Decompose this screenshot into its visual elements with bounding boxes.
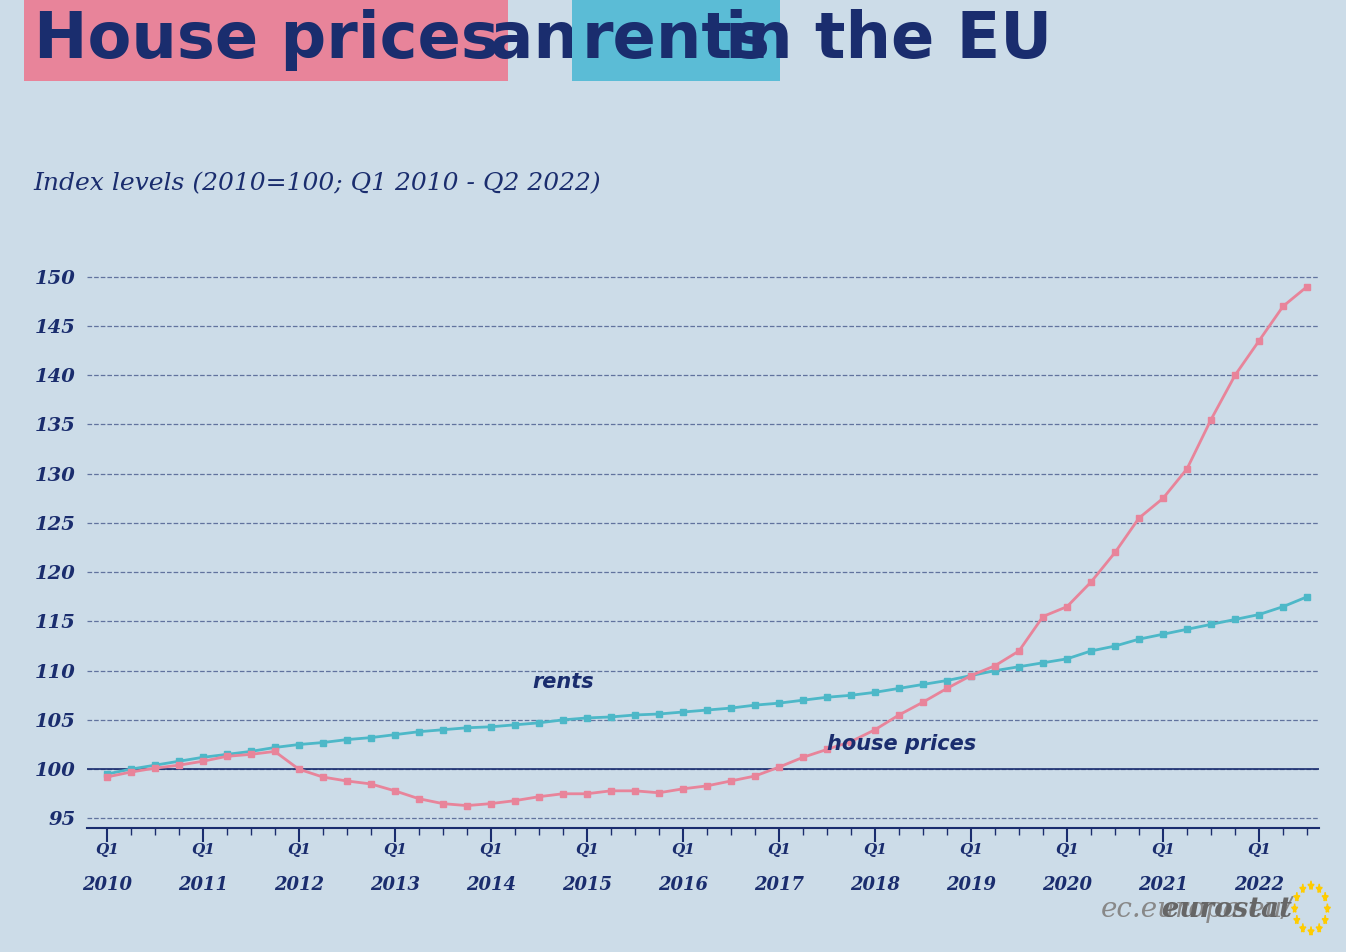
Text: ec.europa.eu/: ec.europa.eu/ xyxy=(1101,896,1292,922)
Polygon shape xyxy=(1294,915,1300,923)
Text: Index levels (2010=100; Q1 2010 - Q2 2022): Index levels (2010=100; Q1 2010 - Q2 202… xyxy=(34,171,602,195)
Polygon shape xyxy=(1294,892,1300,901)
Text: Q1: Q1 xyxy=(191,843,214,857)
Text: Q1: Q1 xyxy=(960,843,983,857)
Polygon shape xyxy=(1300,883,1306,892)
Text: Q1: Q1 xyxy=(382,843,406,857)
Text: and: and xyxy=(468,10,647,71)
Text: Q1: Q1 xyxy=(1151,843,1175,857)
Text: 2020: 2020 xyxy=(1042,876,1092,894)
Text: 2014: 2014 xyxy=(466,876,516,894)
Text: house prices: house prices xyxy=(826,734,976,754)
Polygon shape xyxy=(1300,923,1306,932)
Polygon shape xyxy=(1322,892,1329,901)
Text: 2015: 2015 xyxy=(561,876,612,894)
Text: 2019: 2019 xyxy=(946,876,996,894)
Text: Q1: Q1 xyxy=(863,843,887,857)
Text: rents: rents xyxy=(532,672,594,692)
Polygon shape xyxy=(1308,926,1314,935)
Text: eurostat: eurostat xyxy=(1027,896,1292,922)
Text: Q1: Q1 xyxy=(575,843,599,857)
Text: 2016: 2016 xyxy=(658,876,708,894)
Text: 2011: 2011 xyxy=(178,876,227,894)
Text: rents: rents xyxy=(581,10,770,71)
Polygon shape xyxy=(1316,923,1322,932)
Text: 2017: 2017 xyxy=(754,876,804,894)
Polygon shape xyxy=(1292,903,1298,912)
Text: 2021: 2021 xyxy=(1137,876,1189,894)
Polygon shape xyxy=(1308,881,1314,889)
Text: in the EU: in the EU xyxy=(703,10,1051,71)
Text: 2018: 2018 xyxy=(849,876,900,894)
Text: Q1: Q1 xyxy=(1248,843,1271,857)
Polygon shape xyxy=(1322,915,1329,923)
Text: House prices: House prices xyxy=(34,10,498,71)
Text: Q1: Q1 xyxy=(479,843,503,857)
Text: 2012: 2012 xyxy=(273,876,324,894)
Text: Q1: Q1 xyxy=(94,843,118,857)
Text: 2022: 2022 xyxy=(1234,876,1284,894)
Text: Q1: Q1 xyxy=(670,843,695,857)
Polygon shape xyxy=(1324,903,1330,912)
Text: Q1: Q1 xyxy=(287,843,311,857)
Text: 2010: 2010 xyxy=(82,876,132,894)
Polygon shape xyxy=(1316,883,1322,892)
Text: 2013: 2013 xyxy=(370,876,420,894)
Text: Q1: Q1 xyxy=(1055,843,1079,857)
Text: Q1: Q1 xyxy=(767,843,791,857)
